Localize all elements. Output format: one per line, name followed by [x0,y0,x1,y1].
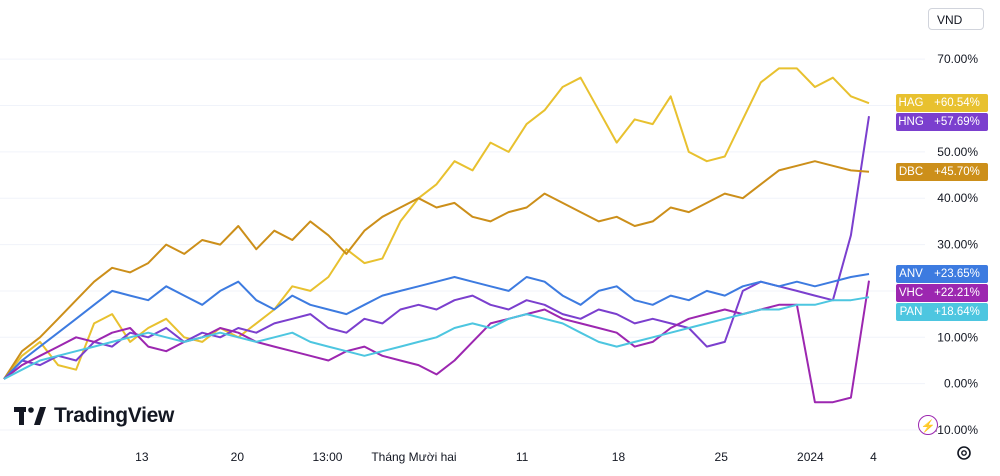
x-tick-label: Tháng Mười hai [371,450,456,464]
series-badge-symbol: DBC [896,162,926,181]
series-badge-value: +23.65% [926,265,988,284]
x-tick-label: 13:00 [312,450,342,464]
series-line-anv [3,273,870,380]
grid [0,58,925,431]
y-tick-label: 0.00% [944,377,978,391]
x-tick-label: 11 [516,450,529,464]
series-badge-value: +60.54% [926,94,988,113]
series-badge-value: +45.70% [926,162,988,181]
x-tick-label: 2024 [797,450,824,464]
series-line-pan [3,296,870,380]
lightning-icon[interactable]: ⚡ [918,415,938,435]
series-badge-anv: ANV +23.65% [896,265,988,284]
series-badge-symbol: ANV [896,265,926,284]
series-badge-pan: PAN +18.64% [896,303,988,322]
tradingview-logo: TradingView [14,404,174,428]
y-tick-label: 30.00% [937,238,978,252]
x-tick-label: 18 [612,450,626,464]
series-line-vhc [3,280,870,404]
series-line-hng [3,116,870,380]
x-tick-label: 20 [231,450,245,464]
series-badge-dbc: DBC +45.70% [896,162,988,181]
series-line-hag [3,67,870,380]
series-line-dbc [3,160,870,380]
series-badge-symbol: HNG [896,113,926,132]
currency-value: VND [937,13,963,27]
y-tick-label: 10.00% [937,330,978,344]
x-tick-label: 13 [135,450,149,464]
y-tick-label: 70.00% [937,52,978,66]
tradingview-logo-icon [14,407,46,425]
x-tick-label: 25 [715,450,729,464]
series-badge-hng: HNG +57.69% [896,113,988,132]
x-axis: 13 20 13:00 Tháng Mười hai 11 18 25 2024 4 [135,450,877,464]
logo-text: TradingView [54,404,175,427]
series-badge-symbol: VHC [896,284,926,303]
series-badge-symbol: HAG [896,94,926,113]
y-tick-label: -10.00% [933,423,978,437]
series-layer [3,67,870,404]
series-badge-hag: HAG +60.54% [896,94,988,113]
series-badge-value: +18.64% [926,303,988,322]
x-tick-label: 4 [870,450,877,464]
y-tick-label: 40.00% [937,191,978,205]
series-badge-vhc: VHC +22.21% [896,284,988,303]
series-badge-symbol: PAN [896,303,926,322]
series-badge-value: +22.21% [926,284,988,303]
settings-gear-icon[interactable] [955,444,973,462]
y-tick-label: 50.00% [937,145,978,159]
series-badge-value: +57.69% [926,113,988,132]
currency-selector[interactable]: VND [928,8,984,30]
